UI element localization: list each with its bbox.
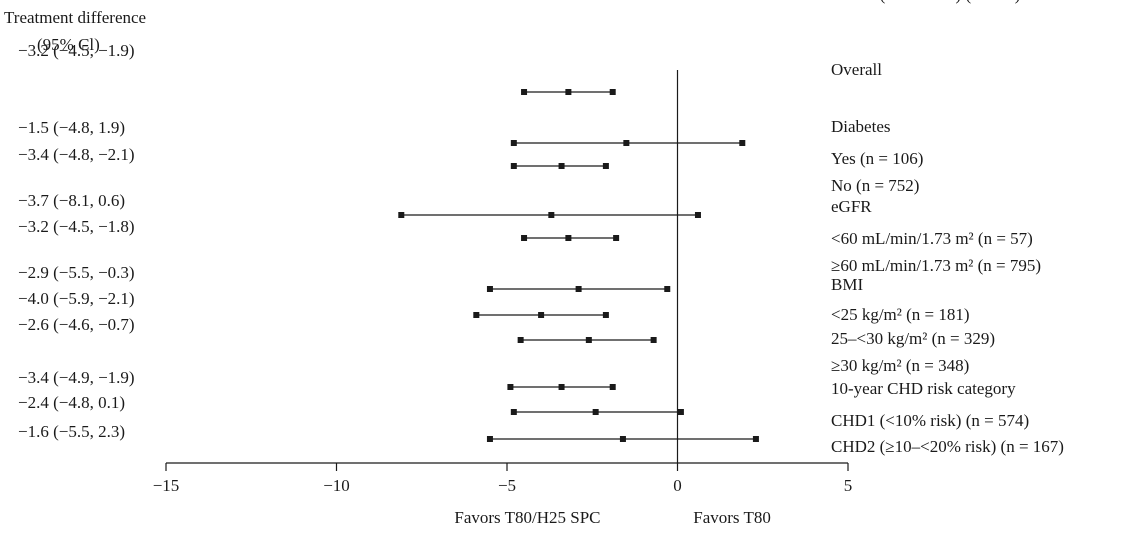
point-estimate-marker — [558, 384, 565, 390]
ci-upper-marker — [602, 163, 609, 169]
ci-upper-marker — [739, 140, 746, 146]
ci-text: −1.5 (−4.8, 1.9) — [18, 118, 125, 137]
subgroup-label: CHD3 (≥20% risk) (n = 63) — [831, 0, 1020, 4]
ci-upper-marker — [694, 212, 701, 218]
ci-lower-marker — [486, 436, 493, 442]
ci-lower-marker — [473, 312, 480, 318]
subgroup-header-label: eGFR — [831, 197, 872, 216]
point-estimate-marker — [575, 286, 582, 292]
ci-upper-marker — [677, 409, 684, 415]
subgroup-header-label: Overall — [831, 60, 882, 79]
ci-column-header: Treatment difference (95% Cl) — [4, 4, 224, 58]
subgroup-label: <25 kg/m² (n = 181) — [831, 305, 970, 324]
subgroup-label: ≥30 kg/m² (n = 348) — [831, 356, 969, 375]
ci-upper-marker — [613, 235, 620, 241]
ci-header-line1: Treatment difference — [4, 8, 147, 27]
subgroup-label-column: Overall Diabetes Yes (n = 106) No (n = 752)… — [831, 0, 1064, 456]
x-tick-label: 0 — [673, 476, 682, 495]
ci-text: −3.4 (−4.9, −1.9) — [18, 368, 135, 387]
point-estimate-marker — [592, 409, 599, 415]
point-estimate-marker — [623, 140, 630, 146]
point-estimate-marker — [619, 436, 626, 442]
ci-text: −4.0 (−5.9, −2.1) — [18, 289, 135, 308]
ci-lower-marker — [486, 286, 493, 292]
point-estimate-marker — [558, 163, 565, 169]
favors-right-label: Favors T80 — [693, 508, 771, 527]
ci-lower-marker — [510, 409, 517, 415]
x-tick-label: −5 — [498, 476, 516, 495]
ci-text: −2.4 (−4.8, 0.1) — [18, 393, 125, 412]
ci-lower-marker — [507, 384, 514, 390]
ci-upper-marker — [609, 89, 616, 95]
subgroup-label: CHD2 (≥10–<20% risk) (n = 167) — [831, 437, 1064, 456]
subgroup-label: ≥60 mL/min/1.73 m² (n = 795) — [831, 256, 1041, 275]
ci-upper-marker — [650, 337, 657, 343]
ci-upper-marker — [752, 436, 759, 442]
ci-text: −3.4 (−4.8, −2.1) — [18, 145, 135, 164]
ci-lower-marker — [398, 212, 405, 218]
ci-text: −3.2 (−4.5, −1.9) — [18, 41, 135, 60]
ci-text: −1.6 (−5.5, 2.3) — [18, 422, 125, 441]
ci-text-column: −3.2 (−4.5, −1.9) −1.5 (−4.8, 1.9) −3.4 (−… — [18, 41, 135, 441]
ci-lower-marker — [517, 337, 524, 343]
x-tick-label: 5 — [844, 476, 853, 495]
ci-upper-marker — [664, 286, 671, 292]
subgroup-label: CHD1 (<10% risk) (n = 574) — [831, 411, 1029, 430]
plot-area — [398, 70, 759, 463]
subgroup-header-label: BMI — [831, 275, 863, 294]
ci-lower-marker — [510, 163, 517, 169]
point-estimate-marker — [548, 212, 555, 218]
point-estimate-marker — [538, 312, 545, 318]
subgroup-label: <60 mL/min/1.73 m² (n = 57) — [831, 229, 1033, 248]
subgroup-header-label: 10-year CHD risk category — [831, 379, 1016, 398]
ci-upper-marker — [602, 312, 609, 318]
ci-header-line2: (95% Cl) — [37, 35, 100, 54]
ci-text: −2.9 (−5.5, −0.3) — [18, 263, 135, 282]
ci-lower-marker — [510, 140, 517, 146]
point-estimate-marker — [585, 337, 592, 343]
ci-text: −2.6 (−4.6, −0.7) — [18, 315, 135, 334]
x-tick-label: −10 — [323, 476, 350, 495]
ci-lower-marker — [521, 89, 528, 95]
subgroup-header-label: Diabetes — [831, 117, 890, 136]
ci-text: −3.2 (−4.5, −1.8) — [18, 217, 135, 236]
ci-text: −3.7 (−8.1, 0.6) — [18, 191, 125, 210]
x-axis: −15 −10 −5 0 5 Favors T80/H25 SPC Favors T80 — [153, 462, 853, 527]
x-tick-label: −15 — [153, 476, 180, 495]
subgroup-label: Yes (n = 106) — [831, 149, 923, 168]
ci-upper-marker — [609, 384, 616, 390]
point-estimate-marker — [565, 89, 572, 95]
favors-left-label: Favors T80/H25 SPC — [454, 508, 600, 527]
subgroup-label: No (n = 752) — [831, 176, 919, 195]
ci-lower-marker — [521, 235, 528, 241]
point-estimate-marker — [565, 235, 572, 241]
subgroup-label: 25–<30 kg/m² (n = 329) — [831, 329, 995, 348]
